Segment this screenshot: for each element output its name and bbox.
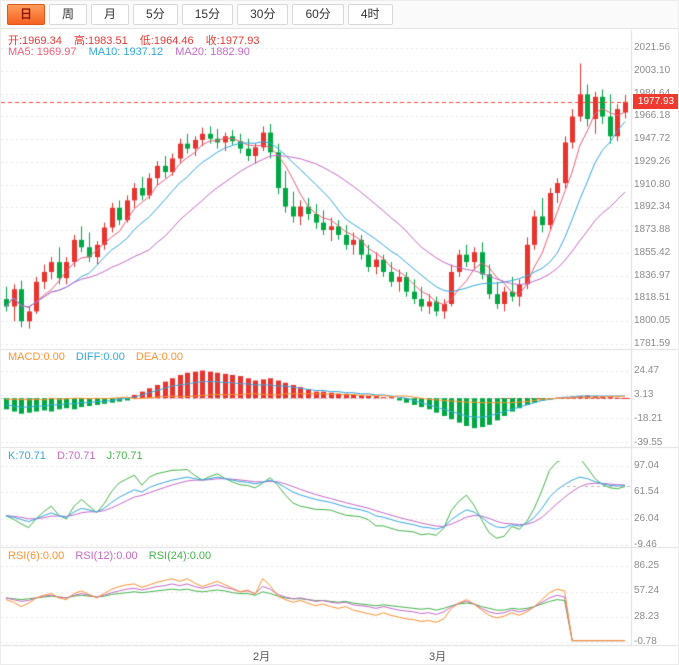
y-axis-label: 1781.59	[634, 337, 671, 349]
ohlc-open: 开:1969.34	[8, 35, 62, 47]
rsi12-value: RSI(12):0.00	[75, 550, 138, 562]
y-axis-label: 2003.10	[634, 64, 671, 76]
ohlc-close: 收:1977.93	[205, 35, 260, 47]
y-axis-label: -39.55	[634, 437, 663, 448]
last-price-tag: 1977.93	[633, 94, 678, 109]
y-axis-label: 97.04	[634, 460, 660, 471]
interval-toolbar: 日 周 月 5分 15分 30分 60分 4时	[1, 1, 678, 29]
y-axis-label: 2021.56	[634, 42, 671, 53]
d-value: D:70.71	[56, 450, 96, 462]
ma5-value: MA5: 1969.97	[8, 46, 77, 58]
y-axis-label: 1984.64	[634, 88, 678, 99]
macd-value: MACD:0.00	[8, 351, 65, 363]
tab-daily[interactable]: 日	[7, 4, 46, 25]
macd-header: MACD:0.00 DIFF:0.00 DEA:0.00	[8, 351, 191, 363]
y-axis-label: -0.78	[634, 635, 657, 647]
y-axis-label: 86.25	[634, 560, 660, 571]
y-axis-label: -9.46	[634, 538, 657, 550]
y-axis-label: 1873.88	[634, 224, 671, 236]
dea-value: DEA:0.00	[135, 351, 183, 363]
y-axis-label: 24.47	[634, 365, 660, 376]
ohlc-line: 开:1969.34 高:1983.51 低:1964.46 收:1977.93	[8, 32, 269, 48]
x-axis-label-mar: 3月	[429, 651, 447, 663]
y-axis-label: 1910.80	[634, 178, 671, 190]
j-value: J:70.71	[106, 450, 143, 462]
y-axis-label: 1892.34	[634, 201, 671, 213]
rsi6-value: RSI(6):0.00	[8, 550, 65, 562]
tab-60min[interactable]: 60分	[292, 4, 344, 25]
diff-value: DIFF:0.00	[75, 351, 125, 363]
y-axis-label: 28.23	[634, 610, 660, 622]
rsi-header: RSI(6):0.00 RSI(12):0.00 RSI(24):0.00	[8, 550, 219, 562]
x-axis: 2月 3月	[1, 648, 631, 664]
y-axis-label: 1836.97	[634, 269, 671, 281]
macd-axis: 24.47 3.13 -18.21 -39.55	[634, 365, 678, 448]
y-axis-label: 61.54	[634, 486, 660, 498]
y-axis-label: -18.21	[634, 413, 663, 424]
rsi-axis: 86.25 57.24 28.23 -0.78	[634, 560, 678, 647]
ohlc-low: 低:1964.46	[139, 35, 194, 47]
k-value: K:70.71	[8, 450, 46, 462]
ohlc-high: 高:1983.51	[73, 35, 128, 47]
kdj-header: K:70.71 D:70.71 J:70.71	[8, 450, 151, 462]
tab-15min[interactable]: 15分	[181, 4, 234, 25]
x-axis-label-feb: 2月	[253, 651, 271, 663]
tab-weekly[interactable]: 周	[49, 4, 88, 25]
y-axis-label: 1818.51	[634, 292, 671, 304]
y-axis-label: 1800.05	[634, 315, 671, 327]
tab-4hour[interactable]: 4时	[347, 4, 393, 25]
y-axis-label: 1947.72	[634, 133, 671, 145]
y-axis-label: 1966.18	[634, 110, 671, 122]
main-price-axis: 2021.56 2003.10 1984.64 1966.18 1947.72 …	[634, 42, 678, 349]
rsi24-value: RSI(24):0.00	[148, 550, 212, 562]
ma-line: MA5: 1969.97 MA10: 1937.12 MA20: 1882.90	[8, 46, 259, 58]
tab-monthly[interactable]: 月	[91, 4, 130, 25]
tab-5min[interactable]: 5分	[133, 4, 178, 25]
y-axis-label: 1929.26	[634, 155, 671, 167]
kdj-axis: 97.04 61.54 26.04 -9.46	[634, 460, 678, 550]
y-axis-label: 3.13	[634, 389, 654, 400]
y-axis-label: 1855.42	[634, 246, 671, 258]
ma20-value: MA20: 1882.90	[175, 46, 250, 58]
y-axis-label: 26.04	[634, 512, 660, 524]
tab-30min[interactable]: 30分	[237, 4, 289, 25]
y-axis-label: 57.24	[634, 585, 660, 597]
ma10-value: MA10: 1937.12	[88, 46, 164, 58]
